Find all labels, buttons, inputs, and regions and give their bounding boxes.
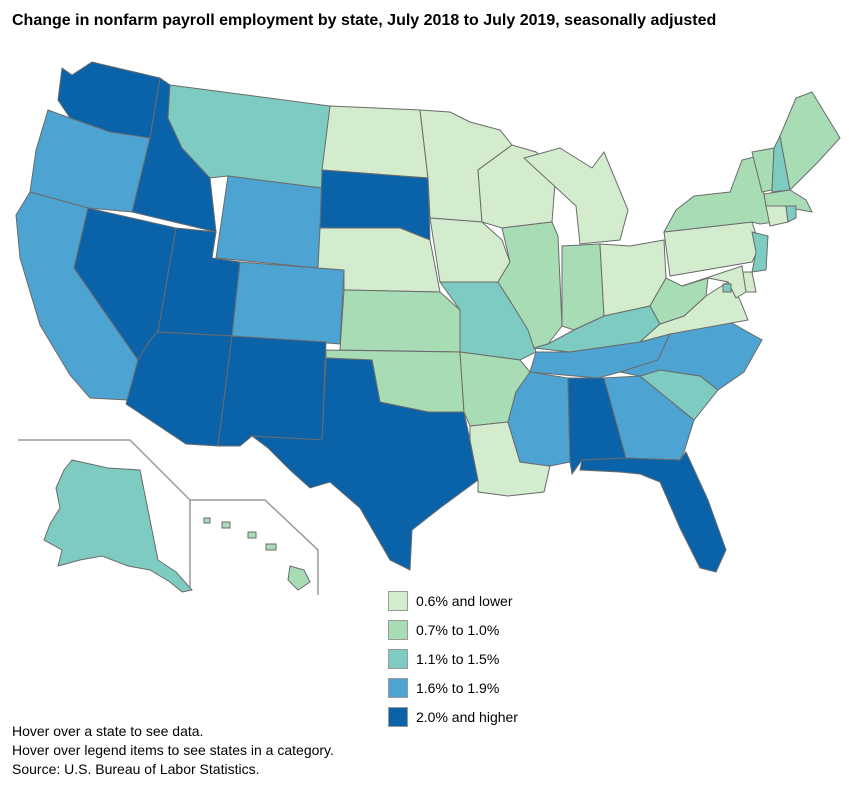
state-nd[interactable] [321,105,429,179]
legend-item[interactable]: 2.0% and higher [388,702,518,731]
legend-item[interactable]: 1.1% to 1.5% [388,644,518,673]
notes: Hover over a state to see data. Hover ov… [12,722,334,779]
state-co[interactable] [231,261,345,345]
state-ia[interactable] [429,217,511,283]
legend-item[interactable]: 0.6% and lower [388,586,518,615]
legend-swatch [388,619,408,640]
legend-label: 1.1% to 1.5% [416,650,500,667]
state-nj[interactable] [751,231,769,273]
state-in[interactable] [561,243,605,331]
alaska-inset-border [18,439,191,590]
legend-swatch [388,677,408,698]
legend-label: 0.6% and lower [416,592,513,609]
state-ks[interactable] [339,289,461,353]
state-nm[interactable] [217,335,327,447]
source-note: Source: U.S. Bureau of Labor Statistics. [12,761,260,777]
map-title: Change in nonfarm payroll employment by … [12,12,717,29]
legend-swatch [388,648,408,669]
state-hi[interactable] [203,517,311,591]
state-wv[interactable] [649,277,709,325]
state-ak[interactable] [43,459,193,593]
state-fl[interactable] [579,451,727,573]
legend-label: 1.6% to 1.9% [416,679,500,696]
legend: 0.6% and lower 0.7% to 1.0% 1.1% to 1.5% 1.… [388,586,518,731]
legend-swatch [388,590,408,611]
state-dc[interactable] [722,283,732,293]
legend-label: 2.0% and higher [416,708,518,725]
legend-item[interactable]: 1.6% to 1.9% [388,673,518,702]
legend-swatch [388,706,408,727]
state-mi[interactable] [523,147,629,245]
state-ct[interactable] [765,205,789,227]
state-ri[interactable] [785,205,797,223]
state-wy[interactable] [215,175,323,269]
legend-item[interactable]: 0.7% to 1.0% [388,615,518,644]
state-me[interactable] [779,91,841,192]
state-tx[interactable] [250,357,479,571]
state-nc[interactable] [619,321,763,391]
hover-legend-note: Hover over legend items to see states in… [12,742,334,758]
hover-state-note: Hover over a state to see data. [12,723,204,739]
legend-label: 0.7% to 1.0% [416,621,500,638]
state-md[interactable] [681,265,747,299]
hawaii-inset-border [190,499,319,595]
